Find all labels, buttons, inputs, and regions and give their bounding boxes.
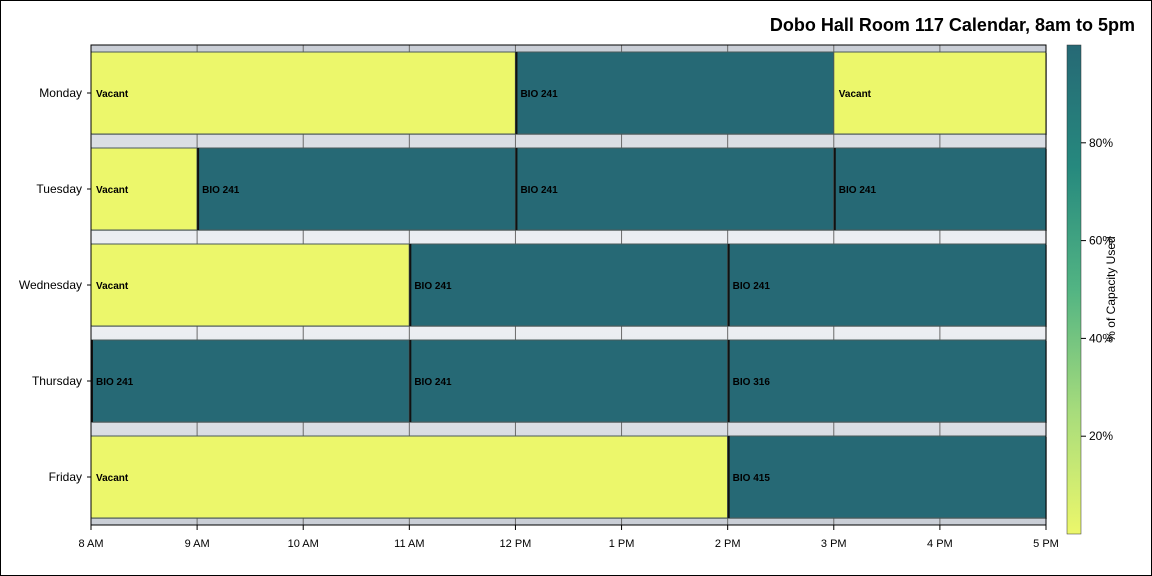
bar xyxy=(196,147,516,231)
y-tick-label: Thursday xyxy=(32,374,82,388)
bar-label: Vacant xyxy=(96,473,129,484)
x-tick-label: 3 PM xyxy=(821,538,847,550)
colorbar xyxy=(1066,44,1082,535)
y-tick-label: Monday xyxy=(39,86,82,100)
bar-label: BIO 241 xyxy=(414,377,452,388)
colorbar-tick-label: 80% xyxy=(1089,136,1113,150)
y-tick-label: Friday xyxy=(49,470,82,484)
bar xyxy=(408,243,729,327)
y-tick-label: Tuesday xyxy=(36,182,82,196)
bar-label: BIO 241 xyxy=(520,89,558,100)
bar-label: BIO 415 xyxy=(733,473,771,484)
colorbar-tick-label: 60% xyxy=(1089,234,1113,248)
x-tick-label: 10 AM xyxy=(288,538,319,550)
x-tick-label: 4 PM xyxy=(927,538,953,550)
bar xyxy=(727,243,1047,327)
y-tick-label: Wednesday xyxy=(19,278,82,292)
x-tick-label: 1 PM xyxy=(609,538,635,550)
x-tick-label: 11 AM xyxy=(394,538,424,550)
bar xyxy=(833,51,1047,135)
bar-label: BIO 241 xyxy=(414,281,452,292)
bar xyxy=(90,147,198,231)
bar xyxy=(408,339,729,423)
bar-label: BIO 241 xyxy=(202,185,240,196)
x-tick-label: 12 PM xyxy=(500,538,532,550)
bar xyxy=(90,51,516,135)
bar xyxy=(90,435,729,519)
bar xyxy=(514,51,835,135)
x-tick-label: 8 AM xyxy=(78,538,103,550)
colorbar-label: % of Capacity Used xyxy=(1104,236,1118,342)
colorbar-tick-label: 20% xyxy=(1089,429,1113,443)
bar-label: BIO 241 xyxy=(839,185,877,196)
x-tick-label: 2 PM xyxy=(715,538,741,550)
bar-label: Vacant xyxy=(96,89,129,100)
bar xyxy=(727,339,1047,423)
bar-label: Vacant xyxy=(96,185,129,196)
bar-label: Vacant xyxy=(839,89,872,100)
bar-label: BIO 241 xyxy=(733,281,771,292)
chart-title: Dobo Hall Room 117 Calendar, 8am to 5pm xyxy=(769,15,1135,35)
bar-label: BIO 316 xyxy=(733,377,771,388)
bar xyxy=(727,435,1047,519)
bar-label: Vacant xyxy=(96,281,129,292)
bar xyxy=(514,147,835,231)
bar-label: BIO 241 xyxy=(96,377,134,388)
x-tick-label: 9 AM xyxy=(185,538,210,550)
bar xyxy=(90,243,410,327)
bar-label: BIO 241 xyxy=(520,185,558,196)
colorbar-tick-label: 40% xyxy=(1089,331,1113,345)
bar xyxy=(90,339,410,423)
x-tick-label: 5 PM xyxy=(1033,538,1059,550)
